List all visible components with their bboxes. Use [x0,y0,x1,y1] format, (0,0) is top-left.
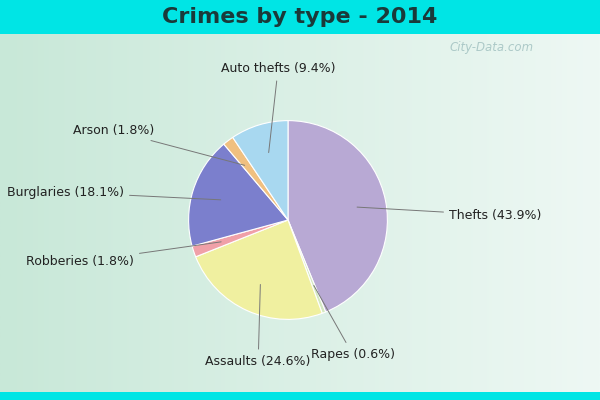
Wedge shape [288,121,388,312]
Wedge shape [288,220,326,313]
Wedge shape [192,220,288,257]
Text: Rapes (0.6%): Rapes (0.6%) [311,286,395,361]
Text: Burglaries (18.1%): Burglaries (18.1%) [7,186,221,200]
Wedge shape [188,144,288,246]
Wedge shape [224,137,288,220]
Wedge shape [233,121,288,220]
Text: Auto thefts (9.4%): Auto thefts (9.4%) [221,62,335,152]
Text: Thefts (43.9%): Thefts (43.9%) [357,207,541,222]
Text: City-Data.com: City-Data.com [450,42,534,54]
Text: Arson (1.8%): Arson (1.8%) [73,124,245,165]
Wedge shape [196,220,322,319]
Text: Robberies (1.8%): Robberies (1.8%) [26,242,221,268]
Text: Crimes by type - 2014: Crimes by type - 2014 [163,7,437,27]
Text: Assaults (24.6%): Assaults (24.6%) [205,284,311,368]
